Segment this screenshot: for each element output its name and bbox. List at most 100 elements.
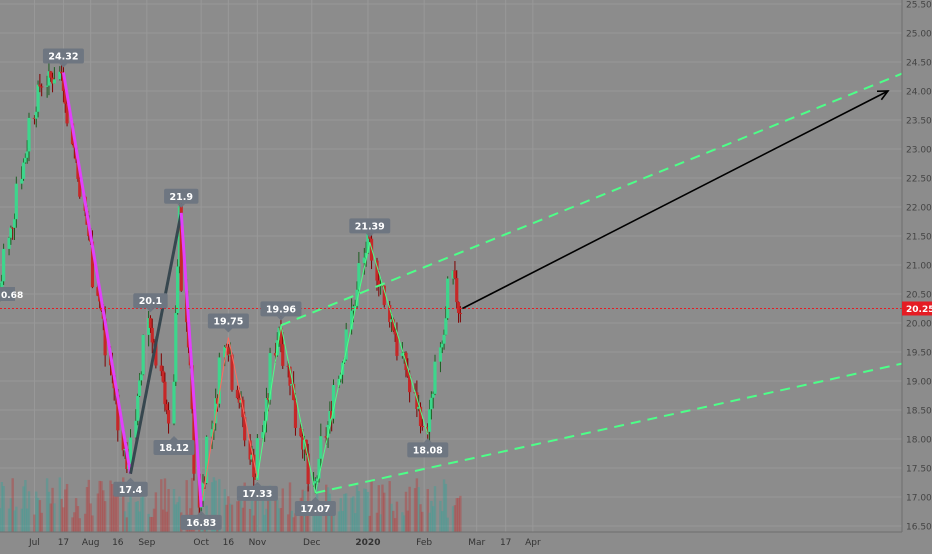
candle-body [25, 151, 29, 158]
volume-bar [62, 507, 65, 532]
candle-body [328, 410, 332, 425]
candle-body [61, 73, 66, 91]
candle-body [11, 227, 15, 229]
volume-bar [33, 514, 36, 532]
volume-bar [341, 510, 344, 532]
volume-bar [152, 508, 156, 532]
pivot-label: 17.07 [294, 496, 336, 516]
candle-body [205, 436, 209, 484]
candle-body [330, 410, 334, 419]
zigzag-segment [129, 212, 183, 475]
volume-bar [370, 480, 373, 532]
candle-body [214, 398, 218, 424]
volume-bar [89, 503, 92, 532]
candle-body [9, 227, 13, 238]
candle-body [253, 477, 258, 480]
candle-body [177, 206, 182, 267]
y-tick-label: 24.50 [906, 59, 932, 69]
volume-bar [442, 479, 446, 532]
candle-body [264, 397, 269, 421]
candle-body [286, 365, 290, 367]
volume-bar [413, 488, 417, 532]
volume-bar [381, 484, 384, 532]
candle-body [377, 280, 381, 287]
volume-bar [277, 508, 281, 532]
volume-bar [256, 497, 259, 532]
pivot-label: 17.4 [113, 477, 148, 497]
candle-body [344, 329, 348, 360]
volume-bar [421, 511, 424, 532]
candle-body [228, 354, 232, 356]
candle-body [408, 375, 412, 393]
y-tick-label: 18.50 [906, 407, 932, 417]
pivot-label: 20.1 [133, 293, 168, 313]
volume-bar [263, 514, 266, 532]
volume-bar [47, 491, 51, 532]
volume-bar [102, 490, 105, 532]
pivot-label-pointer [126, 477, 135, 482]
candle-body [357, 263, 361, 290]
candle-body [172, 381, 176, 424]
candle-body [273, 353, 278, 356]
candle-body [400, 353, 404, 356]
candle-body [134, 420, 138, 438]
volume-bar [141, 487, 145, 532]
candle-body [306, 453, 310, 485]
candle-body [230, 354, 234, 390]
candle-body [279, 327, 283, 345]
volume-bar [441, 511, 444, 532]
candle-body [27, 117, 31, 152]
candle-body [446, 278, 450, 319]
volume-bar [2, 486, 5, 532]
candle-body [154, 342, 158, 366]
x-tick-label: Jul [28, 538, 40, 548]
candle-body [165, 404, 169, 411]
candle-body [60, 71, 64, 74]
volume-bar [312, 511, 315, 532]
volume-bar [364, 489, 368, 532]
volume-bar [83, 513, 87, 532]
candle-body [393, 330, 397, 335]
pivot-label: 16.83 [180, 510, 222, 530]
volume-bar [236, 501, 239, 532]
pivot-label-pointer [365, 233, 374, 238]
candle-body [415, 392, 419, 409]
x-tick-label: 16 [223, 538, 235, 548]
pivot-label-box [180, 514, 222, 530]
pivot-label-box [407, 442, 449, 458]
candle-body [226, 347, 230, 356]
volume-bar [27, 491, 31, 532]
volume-bar [154, 492, 158, 532]
volume-bar [366, 491, 370, 532]
y-tick-label: 20.50 [906, 291, 932, 301]
volume-bar [22, 486, 25, 532]
zigzag-segment [61, 72, 132, 475]
candle-body [139, 374, 143, 381]
volume-bar [87, 479, 91, 532]
volume-bar [446, 517, 449, 532]
volume-bar [51, 487, 54, 532]
pivot-label-pointer [423, 438, 432, 443]
volume-bar [279, 508, 283, 532]
volume-bar [40, 512, 43, 532]
candle-body [395, 334, 399, 356]
pivot-label-pointer [224, 328, 233, 333]
candle-body [161, 371, 165, 382]
volume-bar [392, 510, 395, 532]
candle-body [426, 427, 430, 432]
candle-body [243, 417, 247, 441]
volume-bar [96, 493, 100, 532]
candle-body [20, 178, 24, 184]
pivot-label-pointer [146, 308, 155, 313]
volume-bar [140, 497, 143, 532]
volume-bar [7, 508, 11, 532]
volume-bar [65, 483, 69, 532]
volume-bar [355, 485, 359, 532]
candle-body [121, 430, 125, 451]
candle-body [40, 86, 44, 88]
candle-body [217, 357, 221, 404]
volume-bar [127, 502, 130, 532]
x-tick-label: 17 [58, 538, 69, 548]
candle-body [417, 406, 421, 409]
